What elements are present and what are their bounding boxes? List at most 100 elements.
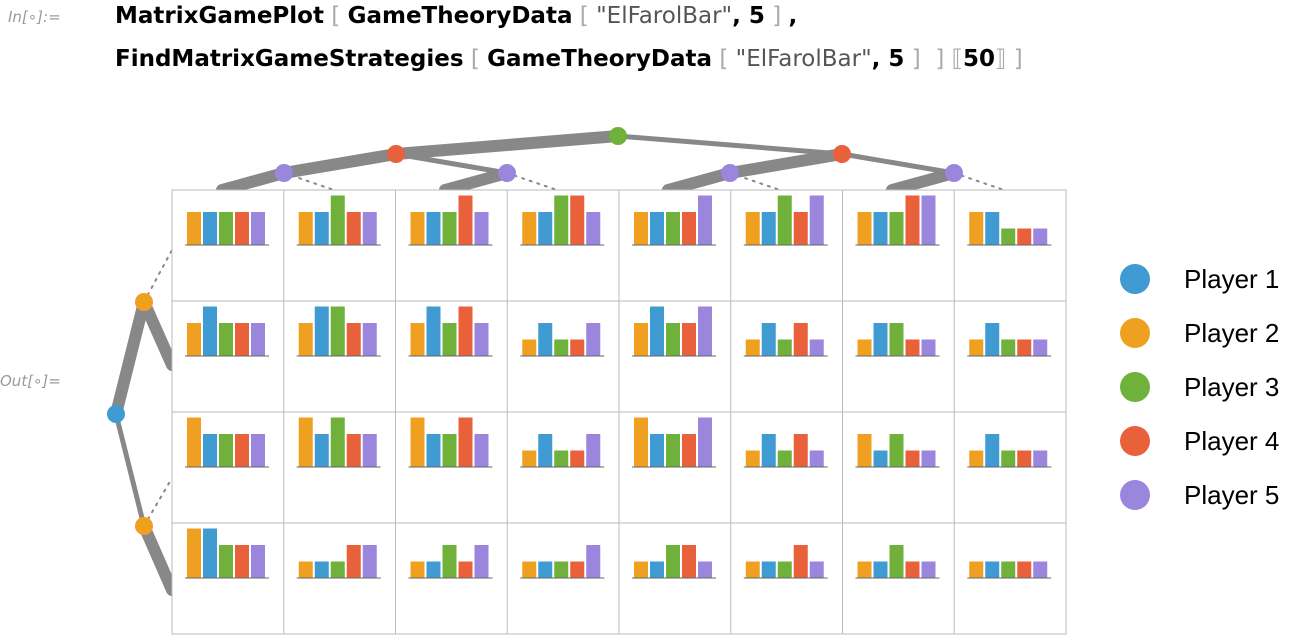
bar-r2-c6-4 [793, 323, 808, 356]
bar-r3-c1-2 [203, 434, 217, 467]
bar-r3-c5-3 [666, 434, 680, 467]
bar-r2-c4-2 [538, 323, 553, 356]
bar-r4-c5-2 [650, 561, 664, 578]
tree-node-top-b [833, 145, 851, 163]
bar-r4-c8-5 [1033, 561, 1048, 578]
bar-r3-c1-5 [251, 434, 265, 467]
bar-r3-c3-1 [410, 417, 425, 467]
tree-leaf-top-1 [216, 167, 290, 196]
bar-r1-c3-4 [458, 195, 473, 245]
legend-label-player-5: Player 5 [1184, 479, 1280, 510]
bar-r1-c6-2 [761, 212, 776, 245]
bar-r1-c1-3 [219, 212, 233, 245]
fn-find-matrix-game-strategies: FindMatrixGameStrategies [115, 46, 464, 72]
bar-r1-c4-2 [538, 212, 553, 245]
bar-r4-c5-4 [682, 545, 696, 578]
bar-r3-c2-4 [346, 434, 361, 467]
bar-r2-c2-5 [362, 323, 377, 356]
bar-r3-c4-2 [538, 434, 553, 467]
bar-r4-c6-3 [777, 561, 792, 578]
bar-r1-c8-5 [1033, 228, 1048, 245]
bar-r4-c4-5 [586, 545, 601, 578]
bar-r2-c6-5 [809, 339, 824, 356]
bar-r1-c7-4 [905, 195, 920, 245]
bar-r4-c7-1 [857, 561, 872, 578]
legend-label-player-3: Player 3 [1184, 371, 1280, 402]
bar-r1-c8-3 [1001, 228, 1016, 245]
tree-leaf-top-3 [439, 167, 513, 196]
bar-r1-c4-5 [586, 212, 601, 245]
legend-label-player-1: Player 1 [1184, 263, 1280, 294]
tree-edge-left-root-a [110, 296, 150, 420]
tree-node-top-leaf-3 [721, 164, 739, 182]
bar-r1-c2-3 [330, 195, 345, 245]
bar-r4-c4-4 [570, 561, 585, 578]
tree-edge-top-a2 [393, 151, 510, 176]
bar-r2-c5-3 [666, 323, 680, 356]
tree-node-top-leaf-4 [945, 164, 963, 182]
bar-r4-c8-2 [985, 561, 1000, 578]
bar-r1-c6-3 [777, 195, 792, 245]
bar-r1-c3-5 [474, 212, 489, 245]
legend-dot-player-1 [1120, 264, 1150, 294]
bar-r3-c7-1 [857, 434, 872, 467]
legend-dot-player-4 [1120, 426, 1150, 456]
bar-r4-c5-3 [666, 545, 680, 578]
bar-r2-c3-1 [410, 323, 425, 356]
bar-r4-c6-4 [793, 545, 808, 578]
tree-edge-top-b2 [839, 151, 957, 176]
bar-r3-c8-4 [1017, 450, 1032, 467]
bar-r2-c1-2 [203, 306, 217, 356]
bar-r2-c7-4 [905, 339, 920, 356]
bar-r4-c8-1 [969, 561, 984, 578]
bar-r1-c5-2 [650, 212, 664, 245]
tree-edge-top-root-b [615, 133, 845, 157]
bar-r2-c8-1 [969, 339, 984, 356]
bar-r3-c4-4 [570, 450, 585, 467]
bar-r2-c2-2 [314, 306, 329, 356]
bar-r4-c1-3 [219, 545, 233, 578]
bar-r1-c5-1 [634, 212, 648, 245]
bar-r4-c3-5 [474, 545, 489, 578]
bar-r1-c8-2 [985, 212, 1000, 245]
tree-leaf-top-7 [886, 167, 960, 196]
bar-r1-c5-3 [666, 212, 680, 245]
bar-r3-c8-2 [985, 434, 1000, 467]
bar-r1-c7-5 [921, 195, 936, 245]
bar-r3-c3-4 [458, 417, 473, 467]
bar-r2-c6-3 [777, 339, 792, 356]
tree-edge-left-root-b [113, 411, 147, 529]
bar-r1-c7-3 [889, 212, 904, 245]
bar-r3-c1-1 [187, 417, 201, 467]
bar-r4-c1-1 [187, 528, 201, 578]
bar-r2-c1-1 [187, 323, 201, 356]
tree-leaf-left-1 [143, 249, 173, 303]
bar-r2-c2-1 [298, 323, 313, 356]
bar-r3-c5-2 [650, 434, 664, 467]
code-line-2[interactable]: FindMatrixGameStrategies [ GameTheoryDat… [115, 46, 1023, 72]
bar-r3-c3-3 [442, 434, 457, 467]
bar-r3-c3-2 [426, 434, 441, 467]
bar-r4-c4-3 [554, 561, 569, 578]
tree-node-top-leaf-2 [498, 164, 516, 182]
tree-leaf-top-5 [662, 167, 736, 196]
bar-r2-c5-5 [698, 306, 712, 356]
tree-node-top-root [609, 127, 627, 145]
bar-r3-c5-1 [634, 417, 648, 467]
legend-item-player-3: Player 3 [1120, 360, 1279, 414]
bar-r1-c7-1 [857, 212, 872, 245]
bar-r2-c3-3 [442, 323, 457, 356]
legend-dot-player-5 [1120, 480, 1150, 510]
input-cell-label: In[∘]:= [8, 8, 61, 26]
bar-r4-c2-2 [314, 561, 329, 578]
bar-r2-c7-3 [889, 323, 904, 356]
bar-r2-c6-2 [761, 323, 776, 356]
bar-r2-c8-5 [1033, 339, 1048, 356]
bar-r2-c6-1 [745, 339, 760, 356]
bar-r2-c7-2 [873, 323, 888, 356]
tree-node-top-leaf-1 [275, 164, 293, 182]
bar-r4-c1-2 [203, 528, 217, 578]
bar-r1-c3-3 [442, 212, 457, 245]
code-line-1[interactable]: MatrixGamePlot [ GameTheoryData [ "ElFar… [115, 3, 798, 29]
